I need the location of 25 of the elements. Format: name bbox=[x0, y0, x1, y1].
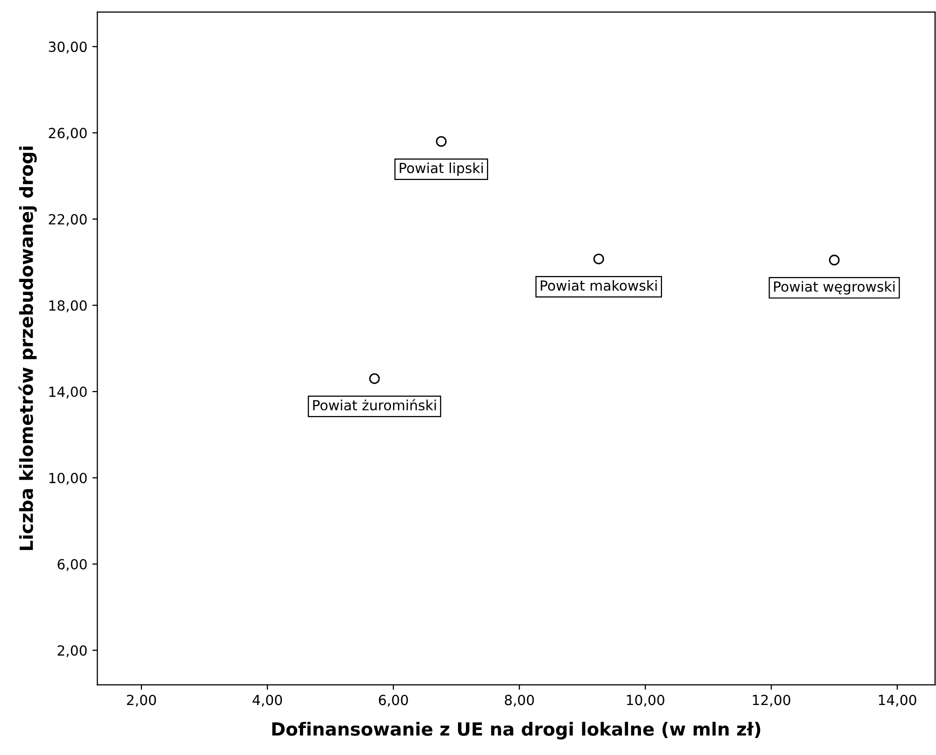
y-tick-label: 14,00 bbox=[49, 386, 87, 398]
x-tick-label: 4,00 bbox=[252, 694, 282, 707]
x-axis-title: Dofinansowanie z UE na drogi lokalne (w mln zł) bbox=[272, 722, 760, 740]
y-tick-label: 22,00 bbox=[48, 214, 87, 226]
y-tick-label: 26,00 bbox=[48, 128, 87, 140]
x-tick-label: 14,00 bbox=[878, 694, 916, 707]
y-tick-label: 30,00 bbox=[48, 42, 87, 54]
point bbox=[828, 254, 840, 266]
y-tick-label: 10,00 bbox=[49, 472, 87, 485]
annotation: Powiat lipski bbox=[400, 162, 483, 176]
annotation: Powiat węgrowski bbox=[774, 281, 895, 295]
point bbox=[593, 254, 604, 264]
x-tick-label: 8,00 bbox=[504, 694, 534, 707]
x-tick-label: 6,00 bbox=[378, 694, 408, 707]
y-tick-label: 2,00 bbox=[58, 645, 87, 658]
y-tick-label: 6,00 bbox=[58, 559, 87, 571]
annotation: Powiat makowski bbox=[540, 280, 657, 291]
y-tick-label: 18,00 bbox=[49, 300, 87, 312]
x-tick-label: 10,00 bbox=[626, 694, 664, 707]
annotation: Powiat żuromiński bbox=[313, 399, 436, 410]
point bbox=[369, 373, 380, 384]
y-axis-title: Liczba kilometrów przebudowanej drogi bbox=[18, 146, 37, 550]
x-tick-label: 2,00 bbox=[126, 694, 156, 707]
point bbox=[436, 136, 447, 147]
x-tick-label: 12,00 bbox=[752, 694, 790, 707]
